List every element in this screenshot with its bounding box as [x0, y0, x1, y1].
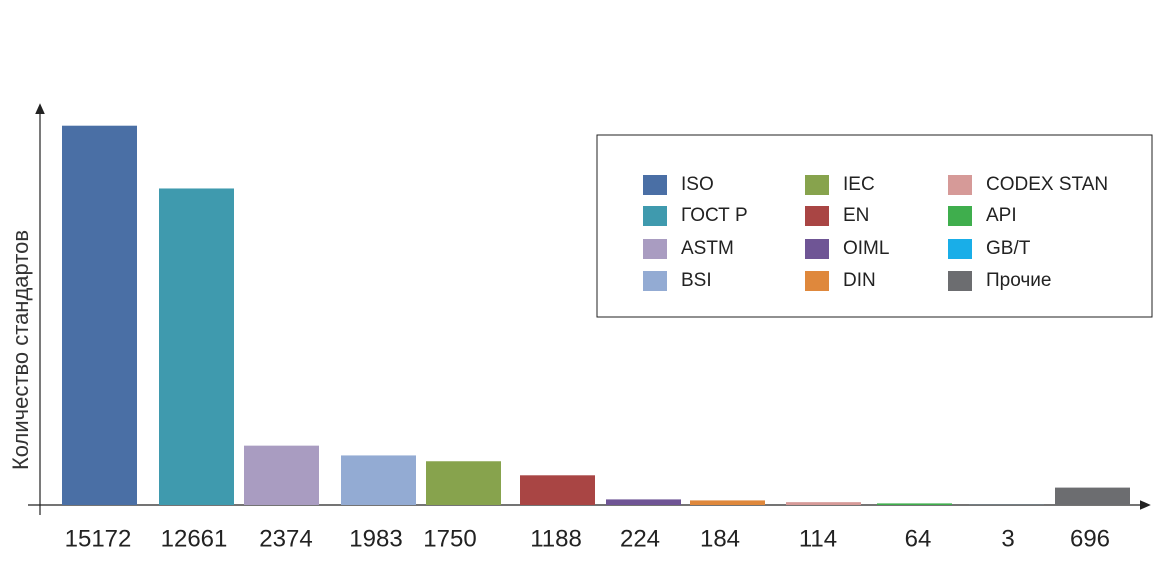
bar	[159, 188, 234, 505]
legend-swatch	[805, 206, 829, 226]
legend-swatch	[805, 239, 829, 259]
value-label: 114	[799, 525, 837, 552]
legend-label: BSI	[681, 270, 712, 291]
legend-label: ISO	[681, 174, 714, 195]
legend-swatch	[643, 175, 667, 195]
legend-label: API	[986, 205, 1017, 226]
value-label: 696	[1070, 525, 1110, 552]
bar	[520, 475, 595, 505]
value-label: 184	[700, 525, 740, 552]
bar	[1055, 488, 1130, 505]
legend-label: OIML	[843, 238, 889, 259]
legend-label: IEC	[843, 174, 875, 195]
bar	[606, 499, 681, 505]
bar	[877, 503, 952, 505]
legend-swatch	[805, 175, 829, 195]
bar	[244, 446, 319, 505]
value-label: 224	[620, 525, 660, 552]
y-axis-label: Количество стандартов	[8, 230, 33, 470]
legend-swatch	[948, 175, 972, 195]
legend-swatch	[805, 271, 829, 291]
value-label: 12661	[161, 525, 228, 552]
value-label: 64	[905, 525, 932, 552]
value-label: 3	[1001, 525, 1014, 552]
value-label: 1750	[423, 525, 476, 552]
bar	[690, 500, 765, 505]
legend-swatch	[643, 239, 667, 259]
legend-swatch	[948, 206, 972, 226]
legend-label: DIN	[843, 270, 876, 291]
legend-swatch	[643, 271, 667, 291]
bar	[786, 502, 861, 505]
legend-label: CODEX STAN	[986, 174, 1108, 195]
value-label: 1983	[349, 525, 402, 552]
legend-label: GB/T	[986, 238, 1031, 259]
bar	[341, 455, 416, 505]
legend-label: EN	[843, 205, 869, 226]
legend-swatch	[948, 239, 972, 259]
legend-label: ГОСТ Р	[681, 205, 748, 226]
value-label: 15172	[65, 525, 132, 552]
value-label: 2374	[259, 525, 312, 552]
legend-label: ASTM	[681, 238, 734, 259]
value-label: 1188	[530, 525, 582, 552]
bar	[426, 461, 501, 505]
legend-swatch	[948, 271, 972, 291]
bar	[62, 126, 137, 505]
legend-swatch	[643, 206, 667, 226]
legend-label: Прочие	[986, 270, 1051, 291]
